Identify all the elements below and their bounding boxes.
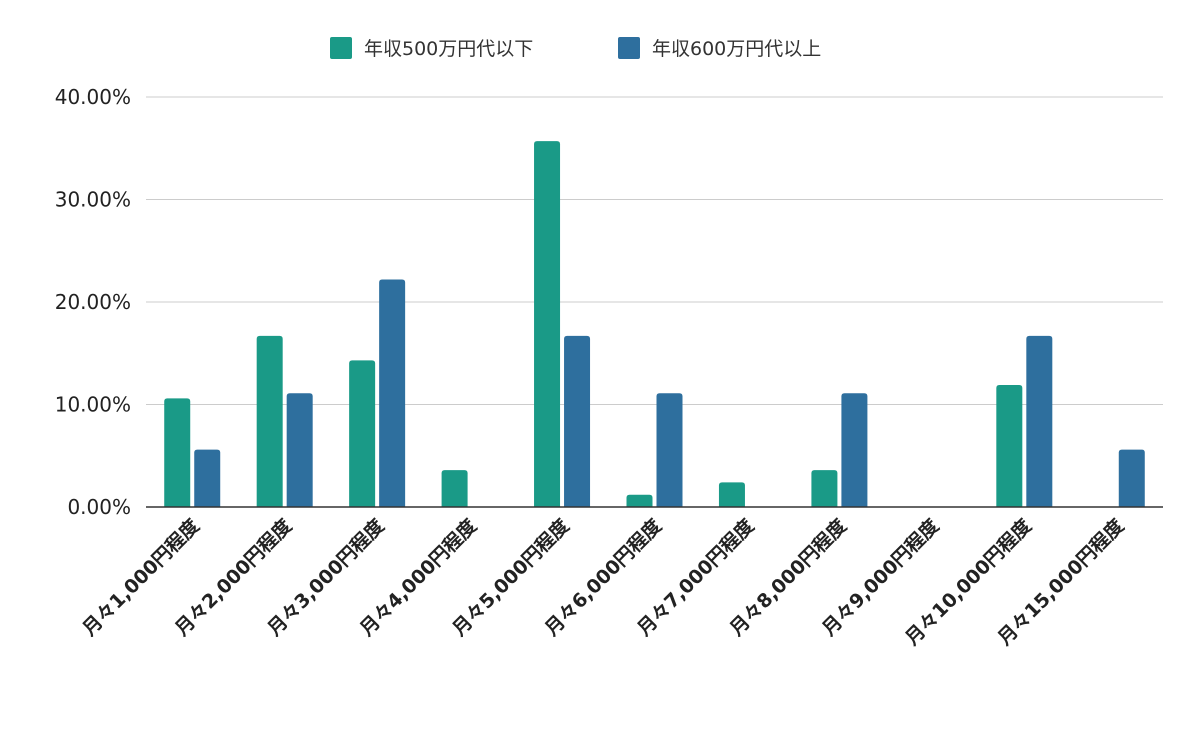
grid <box>146 96 1163 405</box>
legend-swatch-1 <box>330 37 352 59</box>
bar-series1-8 <box>811 470 838 507</box>
bar-series1-4 <box>441 470 468 507</box>
y-tick-label: 10.00% <box>55 393 131 417</box>
bar-series2-2 <box>286 393 313 507</box>
bar-series2-5 <box>564 335 591 507</box>
bar-series2-3 <box>379 279 406 507</box>
bar-series1-2 <box>256 335 283 507</box>
bar-series1-1 <box>164 398 191 507</box>
y-axis: 0.00% 10.00% 20.00% 30.00% 40.00% <box>55 85 131 519</box>
y-tick-label: 40.00% <box>55 85 131 109</box>
legend-label-1: 年収500万円代以下 <box>364 38 533 60</box>
bars <box>164 141 1145 507</box>
bar-series2-10 <box>1026 335 1053 507</box>
y-tick-label: 20.00% <box>55 290 131 314</box>
bar-series1-6 <box>626 494 653 507</box>
legend-label-2: 年収600万円代以上 <box>652 38 821 60</box>
legend: 年収500万円代以下 年収600万円代以上 <box>330 37 821 60</box>
bar-series2-11 <box>1118 449 1145 507</box>
bar-series2-1 <box>194 449 221 507</box>
x-axis-labels: 月々1,000円程度月々2,000円程度月々3,000円程度月々4,000円程度… <box>77 514 1129 651</box>
bar-series1-3 <box>349 360 376 507</box>
bar-series2-6 <box>656 393 683 507</box>
y-tick-label: 0.00% <box>67 495 131 519</box>
legend-swatch-2 <box>618 37 640 59</box>
y-tick-label: 30.00% <box>55 188 131 212</box>
bar-series1-10 <box>996 385 1023 507</box>
bar-series1-7 <box>718 482 745 507</box>
bar-series2-8 <box>841 393 868 507</box>
bar-series1-5 <box>534 141 561 507</box>
